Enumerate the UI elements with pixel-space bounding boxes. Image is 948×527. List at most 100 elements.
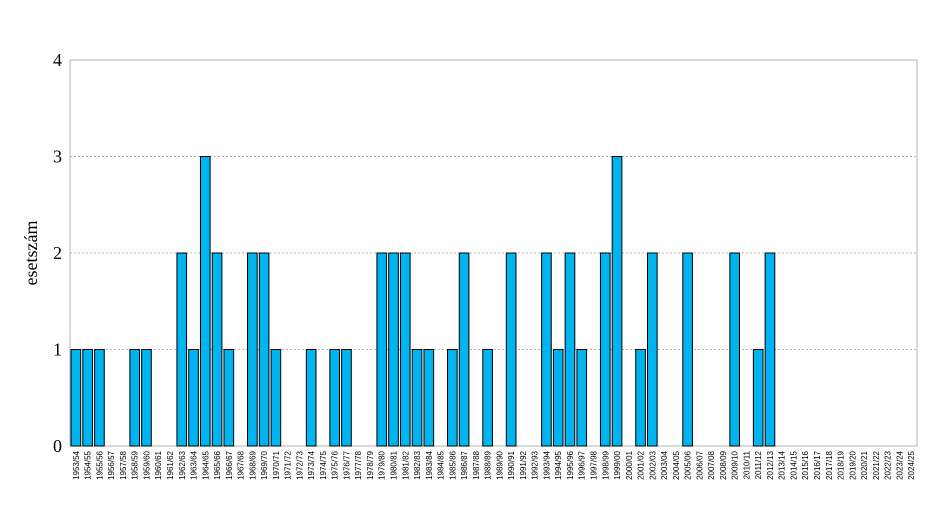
x-tick-label: 1976/77	[342, 450, 351, 479]
bar	[129, 349, 141, 447]
bar	[646, 252, 658, 447]
x-tick-label: 1994/95	[554, 450, 563, 479]
bar	[341, 349, 352, 447]
x-tick-label: 1977/78	[354, 450, 363, 479]
x-tick-label: 2011/12	[754, 450, 763, 479]
x-tick-label: 1980/81	[390, 450, 399, 479]
x-tick-label: 1961/62	[166, 450, 175, 479]
bar	[764, 252, 776, 447]
x-tick-label: 1998/99	[601, 450, 610, 479]
bar	[399, 252, 411, 447]
bar	[458, 252, 470, 447]
x-tick-label: 1983/84	[425, 450, 434, 479]
bar	[447, 349, 458, 447]
x-tick-label: 1996/97	[578, 450, 587, 479]
x-tick-label: 1988/89	[484, 450, 493, 479]
x-tick-label: 1973/74	[307, 450, 316, 479]
x-tick-label: 1999/00	[613, 450, 622, 479]
bar	[552, 349, 564, 447]
y-axis-ticks: 0 1 2 3 4	[53, 50, 62, 456]
y-axis-label: esetszám	[21, 221, 41, 286]
bar	[611, 156, 623, 447]
x-tick-label: 2002/03	[648, 450, 657, 479]
x-tick-label: 1987/88	[472, 450, 481, 479]
bar	[576, 349, 588, 447]
y-tick-label: 0	[53, 436, 62, 456]
bar	[388, 252, 399, 447]
x-tick-label: 1969/70	[260, 450, 269, 479]
x-tick-label: 1966/67	[225, 450, 234, 479]
x-tick-label: 2023/24	[895, 450, 904, 479]
x-tick-label: 1985/86	[448, 450, 457, 479]
y-tick-label: 4	[53, 50, 62, 70]
x-tick-label: 2016/17	[813, 450, 822, 479]
x-tick-label: 2008/09	[719, 450, 728, 479]
x-tick-label: 1990/91	[507, 450, 516, 479]
x-tick-label: 1956/57	[107, 450, 116, 479]
x-tick-label: 2019/20	[848, 450, 857, 479]
bar	[199, 156, 211, 447]
x-tick-label: 1982/83	[413, 450, 422, 479]
bar	[223, 349, 235, 447]
x-tick-label: 1992/93	[531, 450, 540, 479]
x-tick-label: 2003/04	[660, 450, 669, 479]
x-tick-label: 1984/85	[437, 450, 446, 479]
x-tick-label: 1993/94	[542, 450, 551, 479]
bar	[635, 349, 646, 447]
x-tick-label: 2020/21	[860, 450, 869, 479]
bar	[541, 252, 552, 447]
x-tick-label: 2000/01	[625, 450, 634, 479]
x-tick-label: 1967/68	[237, 450, 246, 479]
bar	[376, 252, 388, 447]
x-tick-label: 1981/82	[401, 450, 410, 479]
x-tick-label: 1997/98	[589, 450, 598, 479]
x-tick-label: 1963/64	[190, 450, 199, 479]
bar	[270, 349, 282, 447]
x-tick-label: 2010/11	[742, 450, 751, 479]
bars	[70, 156, 776, 447]
bar	[329, 349, 341, 447]
x-tick-label: 2005/06	[684, 450, 693, 479]
bar	[482, 349, 493, 447]
x-tick-label: 1955/56	[95, 450, 104, 479]
bar	[729, 252, 740, 447]
x-tick-label: 1964/65	[201, 450, 210, 479]
x-tick-label: 1954/55	[84, 450, 93, 479]
bar	[411, 349, 423, 447]
bar	[505, 252, 517, 447]
x-tick-label: 1986/87	[460, 450, 469, 479]
x-tick-label: 1991/92	[519, 450, 528, 479]
bar	[258, 252, 270, 447]
y-tick-label: 3	[53, 147, 62, 167]
bar	[599, 252, 611, 447]
x-tick-label: 2001/02	[637, 450, 646, 479]
bar	[82, 349, 93, 447]
x-tick-label: 2007/08	[707, 450, 716, 479]
x-tick-label: 1970/71	[272, 450, 281, 479]
x-tick-label: 2006/07	[695, 450, 704, 479]
plot-frame	[69, 59, 918, 447]
x-tick-label: 1960/61	[154, 450, 163, 479]
x-tick-label: 2015/16	[801, 450, 810, 479]
bar	[247, 252, 258, 447]
bar	[423, 349, 435, 447]
bar	[564, 252, 576, 447]
x-tick-label: 1995/96	[566, 450, 575, 479]
bar	[752, 349, 764, 447]
x-tick-label: 1959/60	[142, 450, 151, 479]
bar	[211, 252, 223, 447]
x-tick-label: 2009/10	[731, 450, 740, 479]
x-tick-label: 2021/22	[872, 450, 881, 479]
bar	[682, 252, 693, 447]
x-tick-label: 1957/58	[119, 450, 128, 479]
x-tick-label: 2014/15	[789, 450, 798, 479]
x-tick-label: 2012/13	[766, 450, 775, 479]
x-tick-label: 1972/73	[295, 450, 304, 479]
x-tick-label: 1968/69	[248, 450, 257, 479]
x-tick-label: 1978/79	[366, 450, 375, 479]
x-tick-label: 1962/63	[178, 450, 187, 479]
gridlines	[70, 156, 917, 350]
x-tick-label: 1989/90	[495, 450, 504, 479]
x-tick-label: 2017/18	[825, 450, 834, 479]
